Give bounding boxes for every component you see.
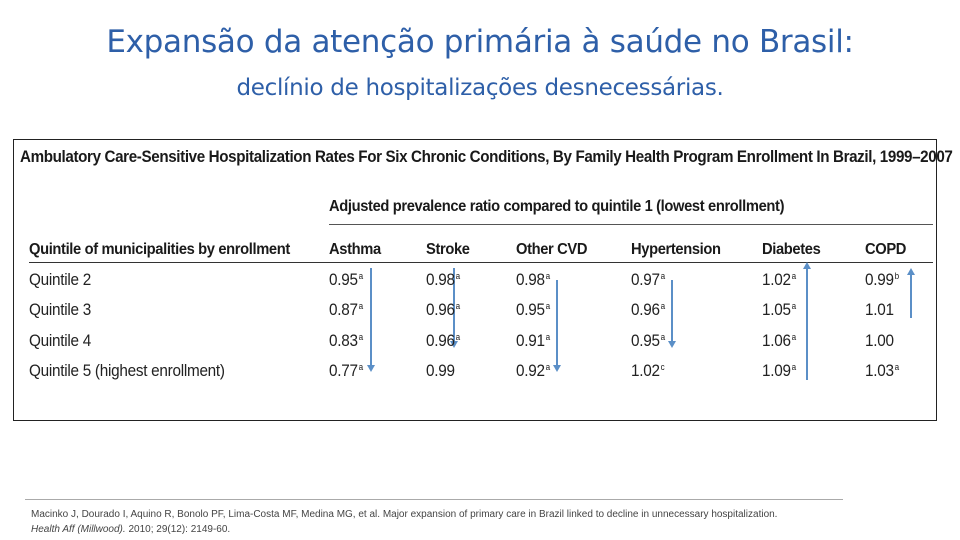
- cell-value: 0.98: [516, 270, 545, 289]
- cell-footnote: a: [358, 362, 364, 372]
- cell-footnote: a: [894, 362, 900, 372]
- table-cell: 0.95a: [631, 331, 665, 351]
- cell-value: 1.00: [865, 331, 894, 350]
- cell-value: 0.87: [329, 300, 358, 319]
- col-header-stroke: Stroke: [426, 241, 470, 258]
- cell-footnote: a: [545, 301, 551, 311]
- cell-value: 1.02: [762, 270, 791, 289]
- slide-subtitle: declínio de hospitalizações desnecessári…: [236, 75, 724, 101]
- cell-footnote: a: [545, 362, 551, 372]
- cell-value: 1.02: [631, 361, 660, 380]
- cell-footnote: a: [791, 271, 797, 281]
- hospitalization-table: Ambulatory Care-Sensitive Hospitalizatio…: [13, 139, 953, 421]
- table-cell: 0.95a: [329, 270, 363, 290]
- table-cell: 0.91a: [516, 331, 550, 351]
- group-header-rule: [329, 224, 933, 225]
- col-header-asthma: Asthma: [329, 241, 381, 258]
- table-caption: Ambulatory Care-Sensitive Hospitalizatio…: [20, 148, 953, 166]
- cell-footnote: a: [545, 271, 551, 281]
- table-cell: 0.96a: [631, 300, 665, 320]
- cell-value: 0.95: [329, 270, 358, 289]
- table-cell: 0.83a: [329, 331, 363, 351]
- cell-value: 0.99: [426, 361, 455, 380]
- table-cell: 0.97a: [631, 270, 665, 290]
- table-cell: 0.96a: [426, 300, 460, 320]
- table-cell: 0.98a: [426, 270, 460, 290]
- table-cell: 1.03a: [865, 361, 899, 381]
- table-cell: 1.00: [865, 331, 895, 351]
- cell-footnote: a: [358, 332, 364, 342]
- cell-footnote: a: [358, 271, 364, 281]
- table-cell: 0.95a: [516, 300, 550, 320]
- table-cell: 0.98a: [516, 270, 550, 290]
- cell-value: 1.05: [762, 300, 791, 319]
- cell-footnote: a: [455, 332, 461, 342]
- cell-footnote: c: [660, 362, 665, 372]
- table-cell: 0.77a: [329, 361, 363, 381]
- cell-value: 1.03: [865, 361, 894, 380]
- row-label: Quintile 5 (highest enrollment): [29, 361, 225, 380]
- cell-value: 0.95: [516, 300, 545, 319]
- col-header-hypertension: Hypertension: [631, 241, 721, 258]
- table-cell: 0.99b: [865, 270, 899, 290]
- cell-footnote: a: [660, 271, 666, 281]
- cell-value: 0.92: [516, 361, 545, 380]
- row-label: Quintile 2: [29, 270, 91, 289]
- table-cell: 1.02a: [762, 270, 796, 290]
- cell-value: 0.96: [631, 300, 660, 319]
- trend-arrow-down: [367, 268, 375, 372]
- cell-value: 0.99: [865, 270, 894, 289]
- cell-value: 0.96: [426, 300, 455, 319]
- table-cell: 1.05a: [762, 300, 796, 320]
- cell-value: 0.98: [426, 270, 455, 289]
- cell-value: 1.09: [762, 361, 791, 380]
- table-cell: 1.01: [865, 300, 895, 320]
- row-label: Quintile 4: [29, 331, 91, 350]
- cell-footnote: a: [791, 301, 797, 311]
- cell-footnote: a: [791, 332, 797, 342]
- cell-value: 0.77: [329, 361, 358, 380]
- table-cell: 1.09a: [762, 361, 796, 381]
- trend-arrow-down: [668, 280, 676, 348]
- group-header: Adjusted prevalence ratio compared to qu…: [329, 198, 785, 215]
- cell-value: 0.96: [426, 331, 455, 350]
- col-header-diabetes: Diabetes: [762, 241, 821, 258]
- header-rule: [29, 262, 933, 263]
- cell-value: 0.95: [631, 331, 660, 350]
- citation-details: 2010; 29(12): 2149-60.: [125, 524, 231, 535]
- trend-arrow-up: [803, 262, 811, 380]
- cell-value: 0.91: [516, 331, 545, 350]
- slide-title: Expansão da atenção primária à saúde no …: [106, 24, 854, 60]
- footer-rule: [25, 499, 843, 500]
- row-header: Quintile of municipalities by enrollment: [29, 241, 290, 258]
- cell-footnote: a: [791, 362, 797, 372]
- cell-footnote: a: [358, 301, 364, 311]
- cell-footnote: a: [455, 271, 461, 281]
- col-header-other-cvd: Other CVD: [516, 241, 588, 258]
- cell-value: 1.06: [762, 331, 791, 350]
- citation-journal: Health Aff (Millwood).: [31, 524, 126, 535]
- table-cell: 0.99: [426, 361, 456, 381]
- cell-value: 0.97: [631, 270, 660, 289]
- cell-footnote: a: [545, 332, 551, 342]
- table-cell: 0.92a: [516, 361, 550, 381]
- table-cell: 1.06a: [762, 331, 796, 351]
- row-label: Quintile 3: [29, 300, 91, 319]
- cell-footnote: a: [660, 332, 666, 342]
- trend-arrow-up: [907, 268, 915, 318]
- citation-authors: Macinko J, Dourado I, Aquino R, Bonolo P…: [31, 509, 778, 520]
- cell-value: 0.83: [329, 331, 358, 350]
- table-cell: 0.87a: [329, 300, 363, 320]
- citation: Macinko J, Dourado I, Aquino R, Bonolo P…: [31, 507, 911, 537]
- cell-footnote: a: [455, 301, 461, 311]
- cell-footnote: a: [660, 301, 666, 311]
- cell-footnote: b: [894, 271, 900, 281]
- trend-arrow-down: [553, 280, 561, 372]
- table-cell: 1.02c: [631, 361, 665, 381]
- cell-value: 1.01: [865, 300, 894, 319]
- col-header-copd: COPD: [865, 241, 907, 258]
- table-cell: 0.96a: [426, 331, 460, 351]
